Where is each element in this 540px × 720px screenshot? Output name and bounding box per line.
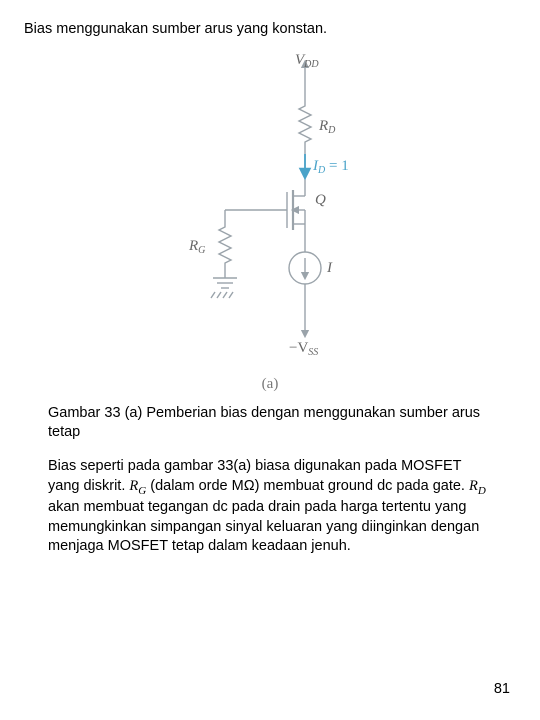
label-id: ID = 1	[312, 158, 349, 176]
label-q: Q	[315, 192, 326, 208]
label-rg: RG	[188, 238, 205, 256]
body-text-2: (dalam orde MΩ) membuat ground dc pada g…	[146, 478, 469, 494]
body-rd-sub: D	[478, 484, 486, 496]
label-vdd: VDD	[295, 52, 319, 70]
label-rd: RD	[318, 118, 336, 136]
body-rd: R	[469, 478, 478, 494]
figure-caption: Gambar 33 (a) Pemberian bias dengan meng…	[48, 404, 492, 443]
circuit-diagram: VDD RD ID = 1 Q RG I −VSS (a)	[24, 52, 516, 394]
body-rg: R	[129, 478, 138, 494]
body-text-3: akan membuat tegangan dc pada drain pada…	[48, 499, 479, 554]
circuit-svg: VDD RD ID = 1 Q RG I −VSS	[155, 52, 385, 372]
body-paragraph: Bias seperti pada gambar 33(a) biasa dig…	[48, 457, 492, 557]
page-title: Bias menggunakan sumber arus yang konsta…	[24, 20, 516, 40]
figure-sublabel: (a)	[262, 374, 279, 394]
page-number: 81	[494, 680, 510, 700]
label-vss: −VSS	[289, 340, 318, 358]
label-i: I	[326, 260, 333, 276]
